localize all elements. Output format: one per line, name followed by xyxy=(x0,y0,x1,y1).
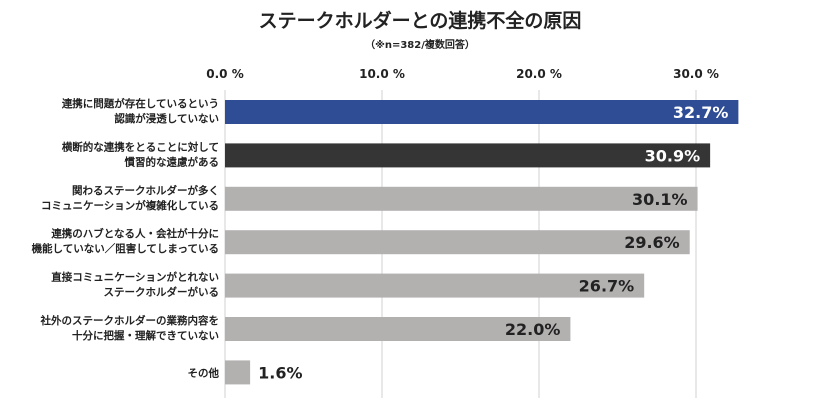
category-label: 横断的な連携をとることに対して xyxy=(62,140,219,153)
category-label: その他 xyxy=(188,366,220,379)
data-label: 29.6% xyxy=(624,233,680,252)
category-label: 連携に問題が存在しているという xyxy=(62,97,219,110)
data-label: 26.7% xyxy=(579,277,635,296)
category-label: ステークホルダーがいる xyxy=(104,286,220,299)
bar xyxy=(225,230,690,255)
category-label: 直接コミュニケーションがとれない xyxy=(51,271,219,284)
category-label: 認識が浸透していない xyxy=(114,112,219,125)
bar xyxy=(225,100,739,124)
x-axis-ticks: 0.0 % 10.0 % 20.0 % 30.0 % xyxy=(206,67,719,81)
chart-subtitle: （※n=382/複数回答） xyxy=(365,38,475,51)
category-label: 機能していない／阻害してしまっている xyxy=(32,242,219,255)
category-label: 十分に把握・理解できていない xyxy=(72,329,219,342)
bar xyxy=(225,186,698,211)
data-label: 30.1% xyxy=(632,190,688,209)
data-label: 22.0% xyxy=(505,320,561,339)
x-tick-label: 0.0 % xyxy=(206,67,243,81)
bar xyxy=(225,360,251,385)
category-label: 関わるステークホルダーが多く xyxy=(72,184,219,197)
category-labels: 連携に問題が存在しているという認識が浸透していない横断的な連携をとることに対して… xyxy=(32,97,220,379)
category-label: 慣習的な遠慮がある xyxy=(124,155,220,168)
x-tick-label: 30.0 % xyxy=(673,67,719,81)
bar xyxy=(225,143,711,168)
x-tick-label: 20.0 % xyxy=(516,67,562,81)
chart-title: ステークホルダーとの連携不全の原因 xyxy=(259,9,582,32)
bar xyxy=(225,273,645,298)
data-labels: 32.7% 30.9% 30.1% 29.6% 26.7% 22.0% 1.6% xyxy=(258,103,728,382)
category-label: コミュニケーションが複雑化している xyxy=(41,199,219,212)
data-label: 32.7% xyxy=(673,103,729,122)
category-label: 連携のハブとなる人・会社が十分に xyxy=(51,227,219,240)
data-label: 30.9% xyxy=(645,146,701,165)
category-label: 社外のステークホルダーの業務内容を xyxy=(40,314,220,327)
bars xyxy=(225,100,739,385)
bar xyxy=(225,317,571,341)
data-label: 1.6% xyxy=(258,363,302,382)
x-tick-label: 10.0 % xyxy=(359,67,405,81)
